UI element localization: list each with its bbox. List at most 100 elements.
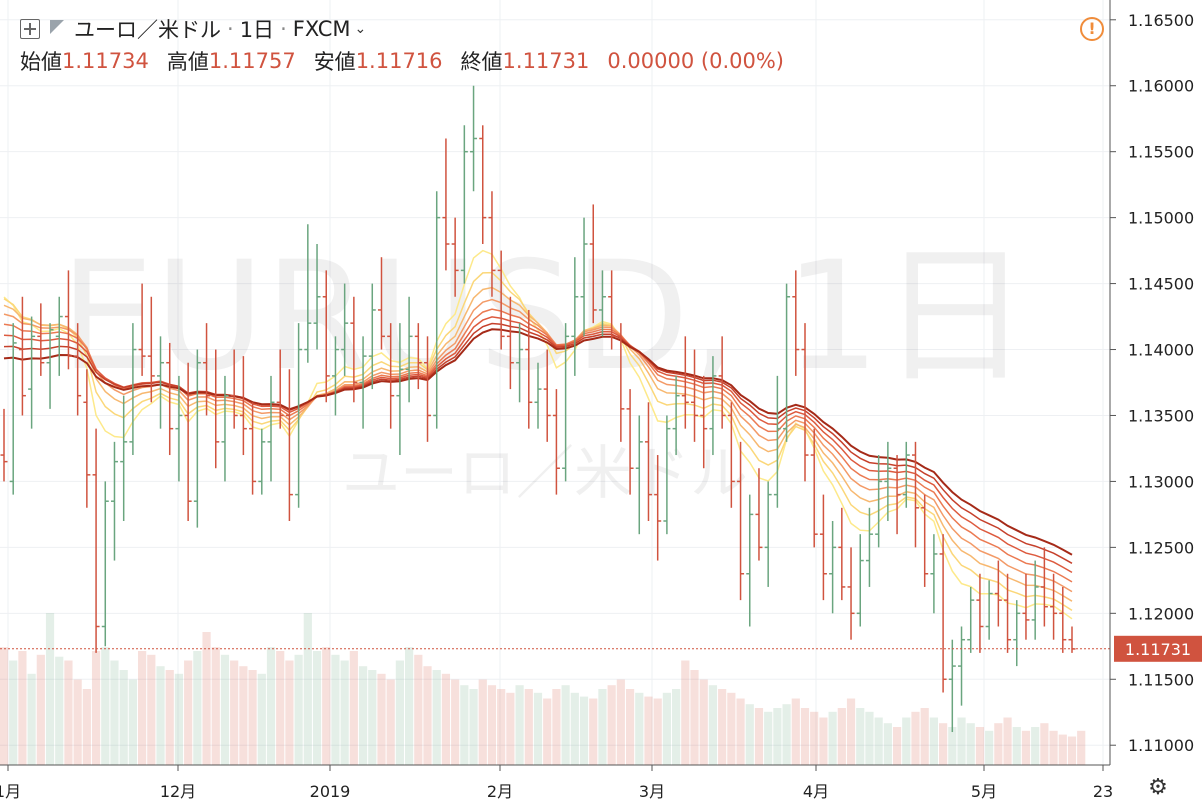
volume-bar (699, 679, 708, 765)
volume-bar (515, 685, 524, 765)
ohlc-bar (534, 362, 542, 429)
volume-bar (423, 666, 432, 765)
volume-bar (405, 647, 414, 765)
volume-bar (239, 666, 248, 765)
volume-bar (0, 647, 9, 765)
ohlc-bar (571, 257, 579, 376)
volume-bar (174, 673, 184, 765)
volume-bar (856, 708, 865, 765)
ohlc-bar (911, 441, 919, 548)
volume-bar (285, 660, 294, 765)
ohlc-bar (580, 217, 588, 337)
volume-bar (147, 654, 156, 765)
volume-bar (138, 651, 147, 765)
ohlc-bar (525, 309, 533, 429)
volume-bar (579, 696, 589, 765)
volume-bar (800, 708, 810, 765)
ohlc-bar (147, 296, 155, 403)
ohlc-bar (258, 428, 266, 495)
volume-bar (773, 708, 782, 765)
ohlc-bar (902, 441, 910, 508)
volume-bar (184, 660, 193, 765)
ohlc-bar (350, 296, 358, 403)
y-tick-label: 1.15500 (1128, 143, 1194, 162)
ohlc-bar (552, 389, 560, 495)
volume-bar (128, 679, 137, 765)
ohlc-bar (377, 257, 385, 350)
ohlc-bar (285, 369, 293, 521)
ohlc-bar (0, 408, 8, 482)
ohlc-bar (644, 402, 652, 521)
ohlc-bar (700, 375, 708, 469)
x-tick-label: 4月 (803, 782, 829, 801)
volume-bar (497, 689, 506, 765)
last-price-badge (1114, 635, 1202, 662)
ohlc-bar (626, 389, 634, 495)
ohlc-bar (138, 283, 146, 376)
volume-bar (718, 689, 727, 765)
chart-header: ユーロ／米ドル · 1日 · FXCM ⌄ 始値 1.11734 高値 1.11… (0, 0, 1110, 80)
chevron-down-icon[interactable]: ⌄ (354, 21, 367, 37)
volume-bar (358, 666, 368, 765)
volume-bar (644, 696, 653, 765)
x-tick-label: 12月 (160, 782, 196, 801)
volume-bar (920, 708, 929, 765)
ohlc-bar (755, 468, 763, 561)
flag-icon[interactable] (50, 20, 64, 34)
volume-bar (524, 689, 533, 765)
ohlc-bar (433, 191, 441, 429)
volume-bar (948, 727, 957, 765)
volume-bar (257, 673, 266, 765)
interval-label[interactable]: 1日 (239, 18, 275, 42)
watermark-subtitle: ユーロ／米ドル (342, 439, 748, 507)
close-value: 1.11731 (502, 49, 590, 73)
x-tick-label: 5月 (971, 782, 997, 801)
volume-bar (1040, 723, 1049, 765)
volume-bar (662, 692, 671, 765)
ohlc-bar (18, 296, 26, 416)
gear-icon[interactable]: ⚙ (1148, 775, 1168, 800)
ohlc-bar (442, 138, 450, 271)
change-value: 0.00000 (0.00%) (607, 49, 784, 73)
exchange-label[interactable]: FXCM (292, 17, 351, 41)
symbol-name[interactable]: ユーロ／米ドル (74, 18, 221, 42)
ohlc-bar (598, 270, 606, 337)
moving-average-line (3, 328, 1073, 556)
compare-plus-icon[interactable] (20, 19, 40, 39)
ohlc-bar (488, 191, 496, 297)
volume-bar (1031, 727, 1040, 765)
volume-bar (506, 692, 515, 765)
ohlc-bar (939, 534, 947, 693)
ohlc-bar (516, 323, 524, 403)
volume-bar (303, 613, 312, 765)
volume-bar (1012, 727, 1021, 765)
y-tick-label: 1.15000 (1128, 209, 1194, 228)
ohlc-bar (1059, 586, 1067, 653)
high-value: 1.11757 (208, 49, 296, 73)
volume-bar (846, 698, 856, 765)
ohlc-bar (212, 349, 220, 469)
ohlc-bar (875, 455, 883, 548)
y-tick-label: 1.13000 (1128, 472, 1194, 491)
y-tick-label: 1.12500 (1128, 538, 1194, 557)
volume-bar (395, 660, 404, 765)
alert-icon[interactable]: ! (1080, 17, 1104, 41)
ohlc-bar (543, 349, 551, 442)
volume-bar (230, 660, 239, 765)
volume-bar (708, 685, 718, 765)
ohlc-bar (1050, 573, 1058, 640)
volume-bar (865, 711, 874, 765)
ohlc-bar (83, 369, 91, 508)
x-tick-label: 1月 (0, 782, 21, 801)
ohlc-bar (64, 270, 72, 370)
volume-bar (469, 689, 478, 765)
ohlc-bar (368, 283, 376, 390)
y-tick-label: 1.16000 (1128, 77, 1194, 96)
volume-bar (64, 660, 73, 765)
volume-bar (625, 689, 635, 765)
ohlc-bar (249, 402, 257, 495)
volume-bar (561, 685, 570, 765)
open-label: 始値 (20, 50, 62, 74)
ohlc-bar (470, 85, 478, 192)
